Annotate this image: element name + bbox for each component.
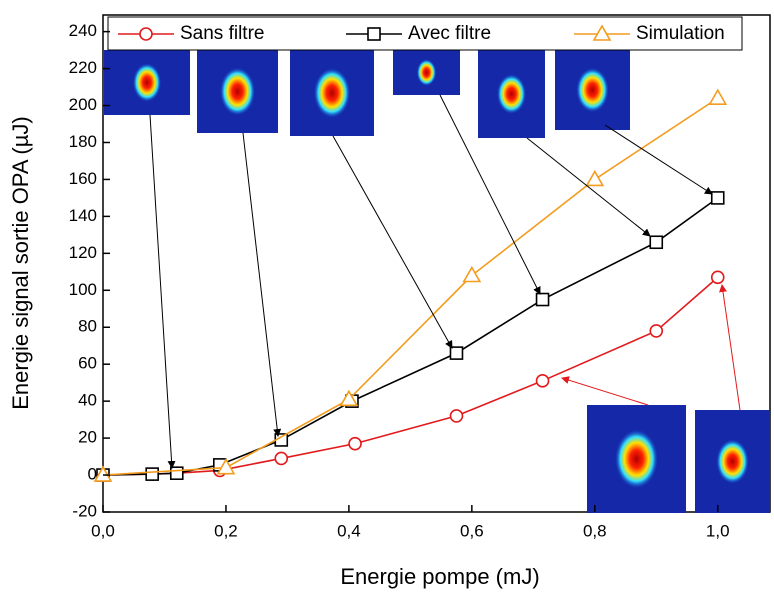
y-tick-label: 0 [88,465,97,484]
arrow [719,284,741,411]
point [339,389,359,407]
y-tick-label: 160 [69,169,97,188]
beam-spot [132,63,162,102]
point [93,465,113,482]
arrow [561,376,649,406]
beam-spot [219,67,256,116]
y-tick-label: 40 [78,391,97,410]
beam-spot [716,439,749,484]
plot-frame [102,14,771,513]
arrow [526,137,651,237]
x-axis-label: Energie pompe (mJ) [340,564,539,589]
y-tick-label: 220 [69,58,97,77]
beam-spot [576,67,609,113]
point [535,374,550,388]
point [535,292,550,307]
y-tick-label: 200 [69,95,97,114]
y-tick-label: 240 [69,21,97,40]
point [462,265,482,283]
point [710,191,725,205]
point [449,409,464,423]
legend-box [107,16,743,51]
legend-label: Sans filtre [180,23,264,44]
marks [93,88,728,482]
x-tick-label: 0,6 [460,521,484,540]
point [708,88,728,105]
x-tick-label: 0,4 [337,521,361,540]
point [139,27,153,41]
arrow [149,114,176,469]
point [348,436,362,451]
point [592,24,612,41]
series-line [102,97,719,476]
x-tick-label: 0,8 [583,521,607,540]
y-tick-label: 120 [69,243,97,262]
point [274,451,289,466]
legend-label: Simulation [636,23,725,44]
point [145,467,159,481]
y-tick-label: 180 [69,132,97,151]
point [216,458,236,475]
y-tick-label: 80 [78,317,97,336]
y-tick-label: 100 [69,280,97,299]
arrow [332,135,453,349]
beam-images [104,50,770,513]
beam-spot [614,429,659,489]
point [710,270,725,285]
x-tick-label: 1,0 [706,521,730,540]
y-tick-label: 60 [78,354,97,373]
beam-spot [313,67,351,119]
x-tick-label: 0,0 [91,521,115,540]
arrow [242,132,282,437]
y-tick-label: -20 [72,501,97,520]
beam-spot [496,73,527,115]
x-tick-label: 0,2 [214,521,238,540]
legend-label: Avec filtre [408,23,491,44]
y-tick-label: 20 [78,428,97,447]
y-tick-label: 140 [69,206,97,225]
point [169,466,184,481]
point [449,346,464,360]
point [367,27,381,41]
arrow [439,94,541,295]
point [649,235,664,250]
legend: Sans filtre Avec filtre Simulation [107,16,743,51]
series-line [102,197,719,476]
arrow [604,124,713,195]
beam-spot [416,59,437,86]
y-axis-label: Energie signal sortie OPA (µJ) [8,116,33,410]
point [585,169,605,187]
point [649,324,664,338]
